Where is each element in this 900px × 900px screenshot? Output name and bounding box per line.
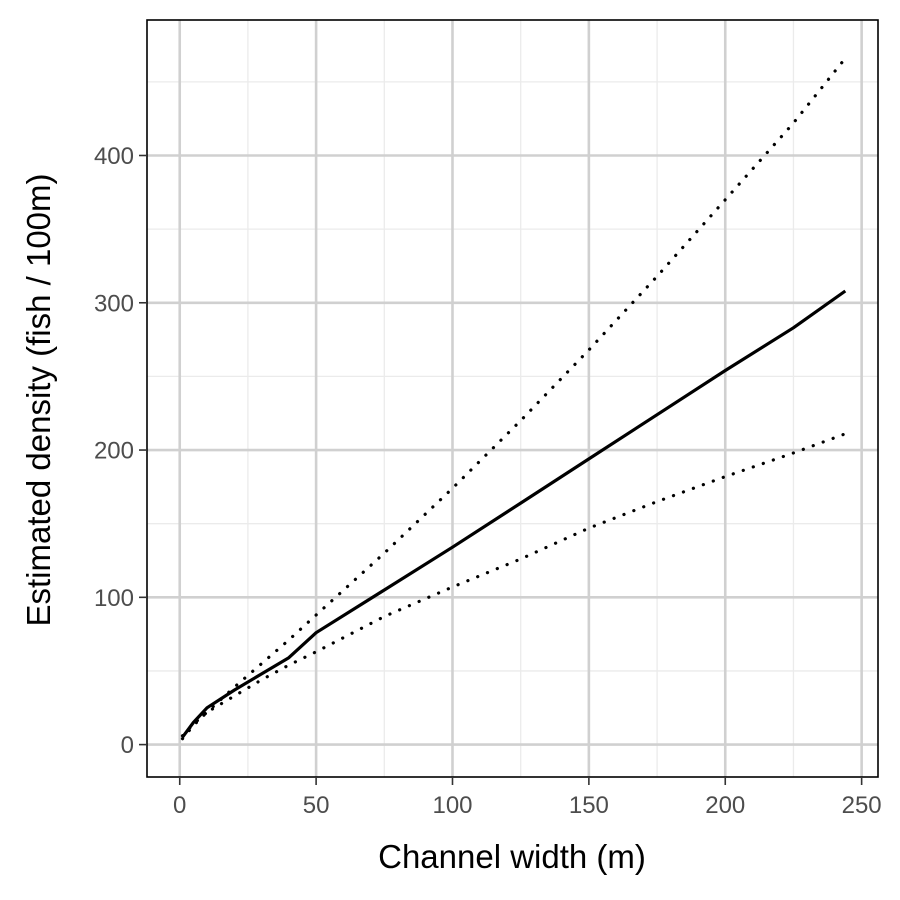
plot-panel [147,20,878,777]
y-tick-label: 200 [94,438,134,465]
x-tick-label: 200 [705,792,745,819]
dotted-series-line-2 [180,432,847,741]
plot-border [146,19,879,778]
x-tick-label: 150 [569,792,609,819]
y-tick-label: 100 [94,585,134,612]
y-tick-label: 300 [94,290,134,317]
x-tick-label: 100 [432,792,472,819]
x-axis: 0 50 100 150 200 250 [173,777,882,819]
data-series [180,56,847,741]
y-axis-title: Estimated density (fish / 100m) [20,173,57,626]
y-tick-label: 0 [121,732,134,759]
y-axis: 0 100 200 300 400 [94,143,147,759]
x-tick-label: 0 [173,792,186,819]
solid-series-line-0 [181,289,847,739]
major-gridlines [147,20,878,777]
x-axis-title: Channel width (m) [378,838,646,875]
x-tick-label: 250 [842,792,882,819]
x-tick-label: 50 [303,792,330,819]
y-tick-label: 400 [94,143,134,170]
